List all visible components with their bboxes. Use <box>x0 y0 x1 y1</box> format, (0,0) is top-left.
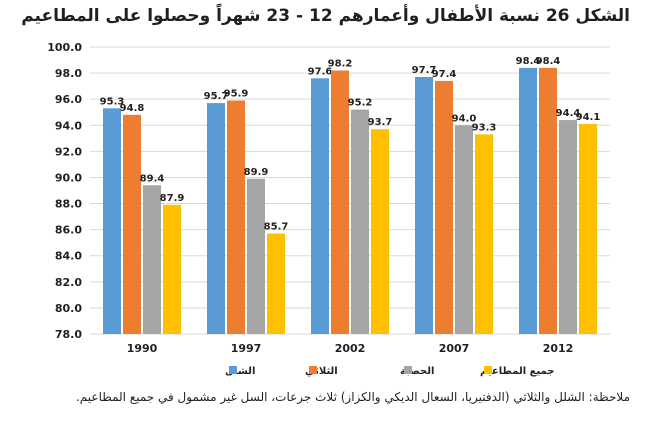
data-label: 95.3 <box>100 96 125 107</box>
legend-swatch <box>229 366 237 374</box>
bar <box>455 125 473 334</box>
data-label: 94.0 <box>452 113 477 124</box>
data-label: 89.9 <box>244 167 269 178</box>
bar <box>103 108 121 335</box>
y-tick-label: 92.0 <box>55 145 82 158</box>
data-label: 93.3 <box>472 122 497 133</box>
bar <box>519 67 537 334</box>
y-tick-label: 100.0 <box>47 41 82 54</box>
data-label: 97.6 <box>308 66 333 77</box>
x-tick-label: 1990 <box>127 342 158 355</box>
data-label: 93.7 <box>368 117 393 128</box>
bar <box>227 100 245 335</box>
bar <box>371 129 389 334</box>
data-label: 94.1 <box>576 112 601 123</box>
bar <box>435 80 453 334</box>
x-tick-label: 2007 <box>439 342 470 355</box>
legend-swatch <box>309 366 317 374</box>
legend-label: جميع المطاعيم <box>480 366 554 377</box>
bar <box>331 70 349 335</box>
legend-label: الحصبة <box>400 366 434 377</box>
bar <box>415 77 433 334</box>
y-tick-label: 98.0 <box>55 67 82 80</box>
y-tick-label: 84.0 <box>55 250 82 263</box>
data-label: 98.4 <box>536 56 561 67</box>
chart-title: الشكل 26 نسبة الأطفال وأعمارهم 12 - 23 ش… <box>21 6 630 26</box>
chart-note: ملاحظة: الشلل والثلاثي (الدفتيريا، السعا… <box>75 390 630 404</box>
x-tick-label: 1997 <box>231 342 262 355</box>
data-label: 87.9 <box>160 193 185 204</box>
data-label: 98.4 <box>516 56 541 67</box>
data-label: 95.7 <box>204 91 229 102</box>
x-tick-label: 2002 <box>335 342 366 355</box>
bar <box>267 233 285 334</box>
data-label: 95.9 <box>224 88 249 99</box>
y-tick-label: 86.0 <box>55 224 82 237</box>
legend-label: الثلاثي <box>305 366 338 377</box>
y-tick-label: 88.0 <box>55 198 82 211</box>
x-tick-label: 2012 <box>543 342 574 355</box>
bar <box>539 67 557 334</box>
legend-swatch <box>484 366 492 374</box>
bar <box>351 109 369 334</box>
bar <box>123 114 141 334</box>
data-label: 94.4 <box>556 108 581 119</box>
bar <box>475 134 493 334</box>
legend-label: الشلل <box>225 366 255 377</box>
y-tick-label: 78.0 <box>55 328 82 341</box>
y-tick-label: 94.0 <box>55 119 82 132</box>
bar <box>163 204 181 334</box>
data-label: 89.4 <box>140 173 165 184</box>
data-label: 85.7 <box>264 222 289 233</box>
bar <box>311 78 329 335</box>
y-tick-label: 96.0 <box>55 93 82 106</box>
data-label: 97.7 <box>412 65 437 76</box>
bar <box>559 120 577 335</box>
bar <box>247 178 265 334</box>
y-tick-label: 82.0 <box>55 276 82 289</box>
data-label: 94.8 <box>120 103 145 114</box>
data-label: 98.2 <box>328 58 353 69</box>
data-label: 95.2 <box>348 98 373 109</box>
bar <box>207 103 225 334</box>
bar <box>579 123 597 334</box>
data-label: 97.4 <box>432 69 457 80</box>
legend-swatch <box>404 366 412 374</box>
bar <box>143 185 161 334</box>
y-tick-label: 80.0 <box>55 302 82 315</box>
y-tick-label: 90.0 <box>55 171 82 184</box>
